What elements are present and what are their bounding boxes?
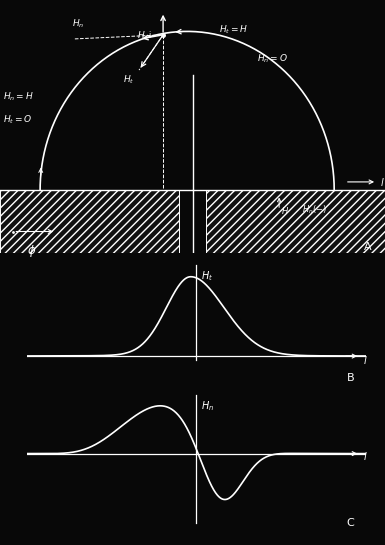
Text: $H$: $H$ bbox=[137, 29, 145, 40]
Text: $H_n(-)$: $H_n(-)$ bbox=[302, 204, 327, 216]
Bar bbox=[206, 190, 385, 253]
Text: $H_n = H$: $H_n = H$ bbox=[3, 90, 33, 103]
Text: $l$: $l$ bbox=[363, 354, 367, 366]
Text: $H_t = O$: $H_t = O$ bbox=[3, 113, 32, 126]
Text: $H_n$: $H_n$ bbox=[72, 17, 85, 29]
Bar bbox=[0, 190, 179, 253]
Text: C: C bbox=[347, 518, 355, 528]
Text: $l$: $l$ bbox=[380, 177, 384, 189]
Text: $H_n$: $H_n$ bbox=[201, 399, 214, 414]
Text: $\phi$: $\phi$ bbox=[27, 243, 37, 259]
Text: $H$: $H$ bbox=[281, 205, 289, 216]
Text: B: B bbox=[347, 373, 355, 384]
Text: A: A bbox=[364, 242, 372, 252]
Text: $H_n = O$: $H_n = O$ bbox=[257, 52, 288, 65]
Text: $H_t$: $H_t$ bbox=[123, 74, 135, 86]
Text: $H_t$: $H_t$ bbox=[201, 269, 213, 283]
Text: $l$: $l$ bbox=[363, 450, 367, 462]
Text: i: i bbox=[149, 31, 151, 40]
Text: $H_t = H$: $H_t = H$ bbox=[219, 23, 248, 36]
